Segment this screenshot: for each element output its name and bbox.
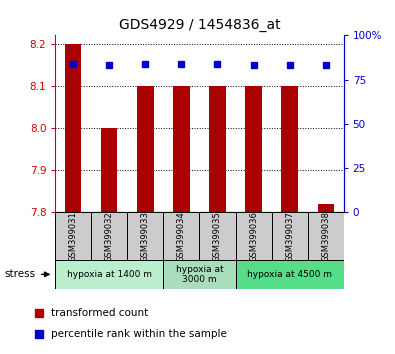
Text: GSM399038: GSM399038 bbox=[321, 211, 330, 262]
Text: hypoxia at
3000 m: hypoxia at 3000 m bbox=[176, 265, 223, 284]
Bar bbox=[318, 204, 334, 212]
Title: GDS4929 / 1454836_at: GDS4929 / 1454836_at bbox=[118, 18, 280, 32]
Bar bbox=[282, 86, 298, 212]
Text: GSM399032: GSM399032 bbox=[105, 211, 114, 262]
Bar bbox=[173, 86, 190, 212]
Bar bbox=[272, 212, 308, 260]
Bar bbox=[65, 44, 81, 212]
Bar bbox=[55, 260, 164, 289]
Bar bbox=[235, 260, 344, 289]
Text: GSM399031: GSM399031 bbox=[69, 211, 78, 262]
Text: GSM399034: GSM399034 bbox=[177, 211, 186, 262]
Text: percentile rank within the sample: percentile rank within the sample bbox=[51, 329, 227, 339]
Bar bbox=[101, 128, 117, 212]
Text: hypoxia at 4500 m: hypoxia at 4500 m bbox=[247, 270, 332, 279]
Bar bbox=[235, 212, 272, 260]
Bar bbox=[164, 212, 199, 260]
Bar bbox=[127, 212, 164, 260]
Bar bbox=[55, 212, 91, 260]
Bar bbox=[91, 212, 127, 260]
Text: GSM399033: GSM399033 bbox=[141, 211, 150, 262]
Bar bbox=[308, 212, 344, 260]
Bar bbox=[164, 260, 235, 289]
Bar bbox=[137, 86, 154, 212]
Text: hypoxia at 1400 m: hypoxia at 1400 m bbox=[67, 270, 152, 279]
Text: GSM399037: GSM399037 bbox=[285, 211, 294, 262]
Bar bbox=[199, 212, 235, 260]
Text: GSM399036: GSM399036 bbox=[249, 211, 258, 262]
Text: stress: stress bbox=[4, 269, 35, 279]
Text: GSM399035: GSM399035 bbox=[213, 211, 222, 262]
Bar bbox=[209, 86, 226, 212]
Text: transformed count: transformed count bbox=[51, 308, 148, 318]
Bar bbox=[245, 86, 261, 212]
